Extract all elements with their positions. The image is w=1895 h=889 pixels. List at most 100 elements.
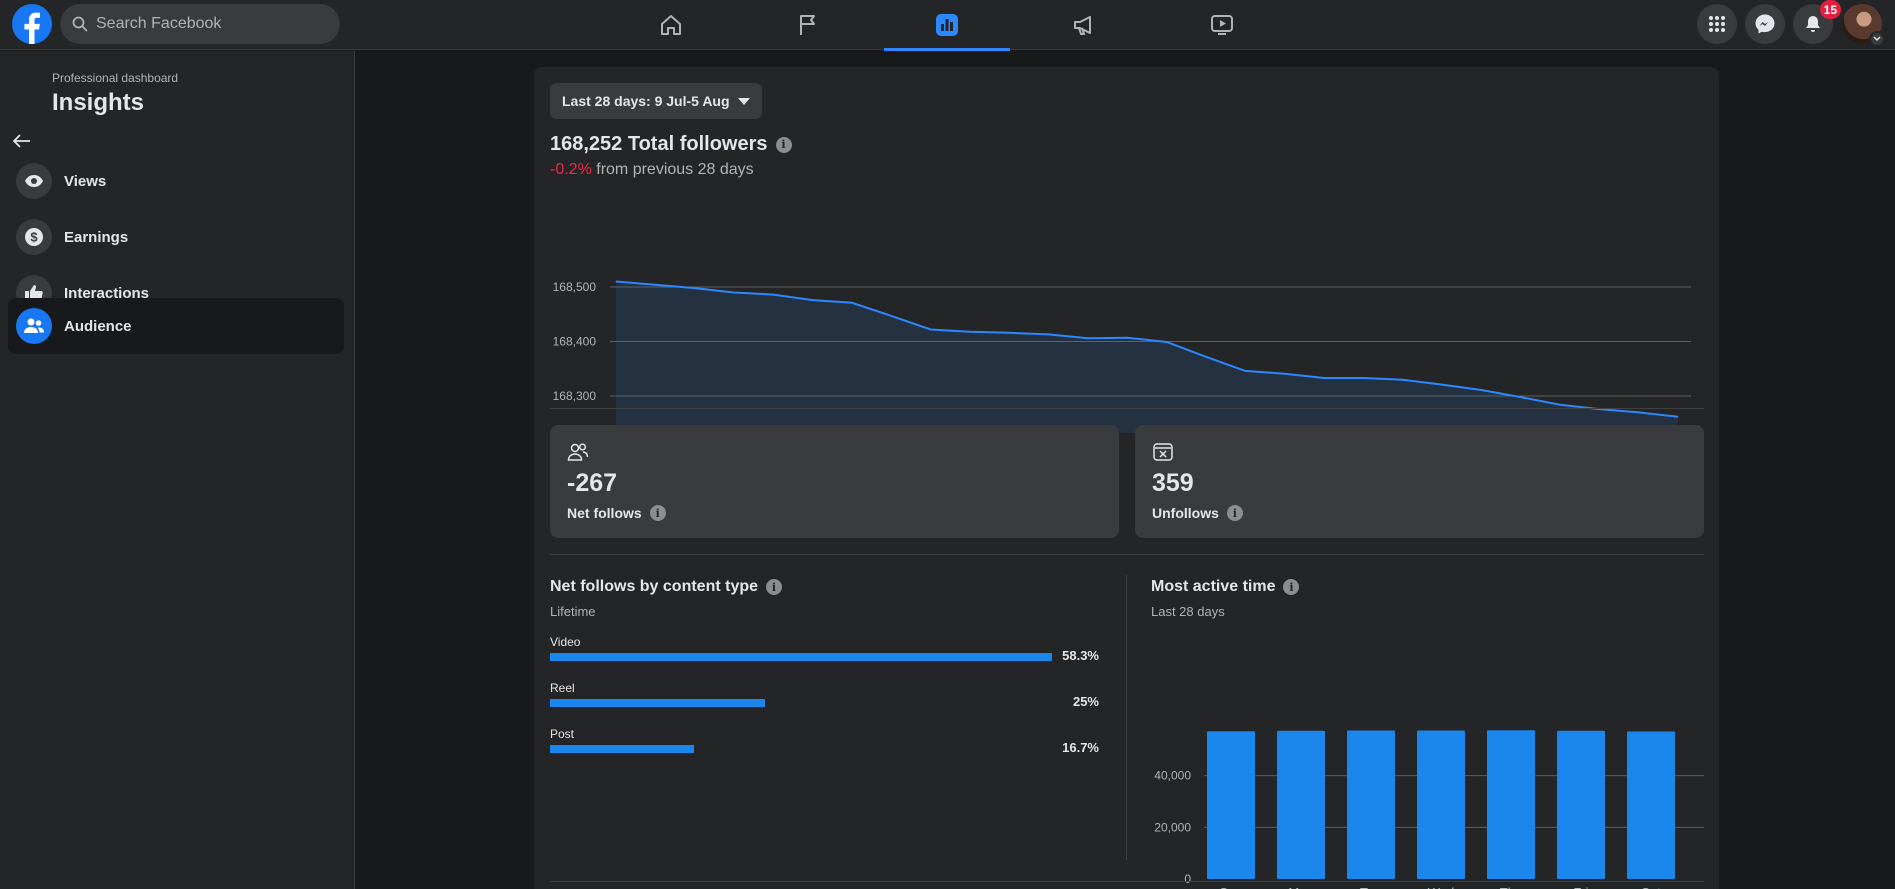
y-tick-label: 168,300 xyxy=(553,389,597,403)
active-time-bar[interactable] xyxy=(1207,731,1255,879)
x-tick-label: Mon xyxy=(1288,885,1313,889)
active-time-bar[interactable] xyxy=(1557,730,1605,879)
date-range-dropdown[interactable]: Last 28 days: 9 Jul-5 Aug xyxy=(550,83,762,119)
sidebar-item-views[interactable]: Views xyxy=(8,153,344,209)
data-point xyxy=(1087,337,1089,339)
unfollows-label: Unfollows xyxy=(1152,505,1219,521)
bar-value-label: 16.7% xyxy=(1062,740,1099,755)
bar-value-label: 58.3% xyxy=(1062,648,1099,663)
active-time-bar[interactable] xyxy=(1417,730,1465,879)
y-tick-label: 168,400 xyxy=(553,335,597,349)
info-icon[interactable]: i xyxy=(1283,579,1300,595)
unfollows-card: 359 Unfollows i xyxy=(1135,425,1704,538)
eye-icon xyxy=(16,163,52,199)
insights-card: Last 28 days: 9 Jul-5 Aug 168,252 Total … xyxy=(534,67,1719,889)
sidebar-item-label: Views xyxy=(64,172,107,190)
data-point xyxy=(1441,384,1443,386)
divider xyxy=(550,408,1704,409)
people-icon xyxy=(16,308,52,344)
data-point xyxy=(812,299,814,301)
data-point xyxy=(1244,370,1246,372)
total-followers-heading: 168,252 Total followers i xyxy=(550,133,792,156)
y-tick-label: 20,000 xyxy=(1154,820,1191,834)
nav-insights-tab[interactable] xyxy=(884,0,1010,51)
active-time-bar[interactable] xyxy=(1487,730,1535,879)
nav-ads-tab[interactable] xyxy=(1021,0,1147,50)
info-icon[interactable]: i xyxy=(1226,505,1243,521)
data-point xyxy=(1048,333,1050,335)
messenger-icon xyxy=(1755,14,1775,34)
data-point xyxy=(1559,404,1561,406)
data-point xyxy=(1205,356,1207,358)
bar-value-label: 25% xyxy=(1072,694,1099,709)
vertical-divider xyxy=(1126,575,1127,860)
info-icon[interactable]: i xyxy=(775,136,792,153)
data-point xyxy=(1677,416,1679,418)
insights-icon xyxy=(936,14,958,36)
followers-change-suffix: from previous 28 days xyxy=(596,161,754,178)
notifications-button[interactable]: 15 xyxy=(1793,0,1841,44)
data-point xyxy=(1520,396,1522,398)
y-tick-label: 168,500 xyxy=(553,280,597,294)
active-time-bar[interactable] xyxy=(1627,731,1675,879)
content-type-bar xyxy=(550,745,694,753)
info-icon[interactable]: i xyxy=(766,579,783,595)
active-time-heading: Most active time i xyxy=(1151,578,1300,596)
sidebar-item-label: Interactions xyxy=(64,284,150,302)
data-point xyxy=(1638,411,1640,413)
sidebar: Professional dashboard Insights Views $ … xyxy=(0,51,355,889)
content-type-title: Net follows by content type xyxy=(550,578,759,595)
sidebar-item-earnings[interactable]: $ Earnings xyxy=(8,209,344,265)
page-title: Insights xyxy=(52,89,145,116)
notification-count-badge: 15 xyxy=(1819,0,1841,19)
data-point xyxy=(1126,337,1128,339)
net-follows-label-row: Net follows i xyxy=(567,505,666,521)
people-outline-icon xyxy=(567,443,589,461)
active-time-subtitle: Last 28 days xyxy=(1151,604,1225,619)
active-time-bar[interactable] xyxy=(1277,730,1325,879)
nav-pages-tab[interactable] xyxy=(745,0,871,50)
back-arrow-icon[interactable] xyxy=(10,129,34,153)
sidebar-item-label: Audience xyxy=(64,317,132,335)
menu-button[interactable] xyxy=(1697,4,1737,44)
facebook-logo-icon[interactable] xyxy=(12,4,52,44)
dollar-icon: $ xyxy=(16,219,52,255)
megaphone-icon xyxy=(1074,16,1091,35)
data-point xyxy=(851,302,853,304)
bar-category-label: Reel xyxy=(550,681,575,695)
bar-category-label: Post xyxy=(550,727,575,741)
bell-icon xyxy=(1806,16,1820,32)
info-icon[interactable]: i xyxy=(649,505,666,521)
top-bar: 15 xyxy=(0,0,1895,51)
content-type-subtitle: Lifetime xyxy=(550,604,596,619)
search-bar[interactable] xyxy=(60,4,340,44)
net-follows-value: -267 xyxy=(567,469,618,497)
followers-series-line xyxy=(615,280,1679,418)
dashboard-subtitle: Professional dashboard xyxy=(52,71,179,85)
home-icon xyxy=(661,15,681,35)
data-point xyxy=(654,284,656,286)
nav-video-tab[interactable] xyxy=(1159,0,1285,50)
search-input[interactable] xyxy=(96,15,316,33)
divider xyxy=(550,881,1704,882)
unfollows-label-row: Unfollows i xyxy=(1152,505,1243,521)
video-icon xyxy=(1211,15,1233,35)
active-time-bar-chart: 0 20,000 40,000 Sun Mon Tue Wed Thu Fri Sat xyxy=(1154,730,1704,889)
data-point xyxy=(1166,341,1168,343)
sidebar-item-audience[interactable]: Audience xyxy=(8,298,344,354)
data-point xyxy=(1284,373,1286,375)
active-time-bar[interactable] xyxy=(1347,730,1395,879)
chevron-down-icon[interactable] xyxy=(1869,31,1885,47)
grid-menu-icon xyxy=(1709,16,1725,32)
x-tick-label: Sun xyxy=(1219,885,1242,889)
net-follows-card: -267 Net follows i xyxy=(550,425,1119,538)
data-point xyxy=(1362,377,1364,379)
bar-category-label: Video xyxy=(550,635,581,649)
content-type-bar xyxy=(550,699,766,707)
messenger-button[interactable] xyxy=(1745,4,1785,44)
divider xyxy=(550,554,1704,555)
y-tick-label: 40,000 xyxy=(1154,769,1191,783)
nav-home-tab[interactable] xyxy=(608,0,734,50)
x-tick-label: Tue xyxy=(1360,885,1382,889)
bar-track xyxy=(550,699,766,707)
